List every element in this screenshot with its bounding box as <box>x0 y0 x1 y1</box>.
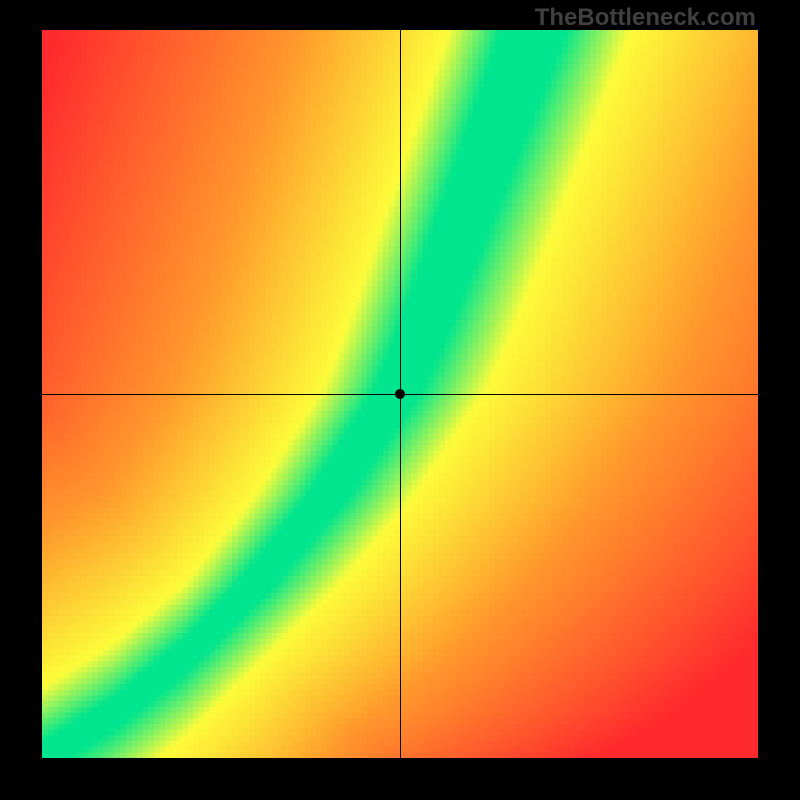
watermark-text: TheBottleneck.com <box>535 4 756 32</box>
chart-frame: { "chart": { "type": "heatmap", "canvas"… <box>0 0 800 800</box>
marker-dot <box>395 389 405 399</box>
heatmap-plot <box>42 30 758 758</box>
